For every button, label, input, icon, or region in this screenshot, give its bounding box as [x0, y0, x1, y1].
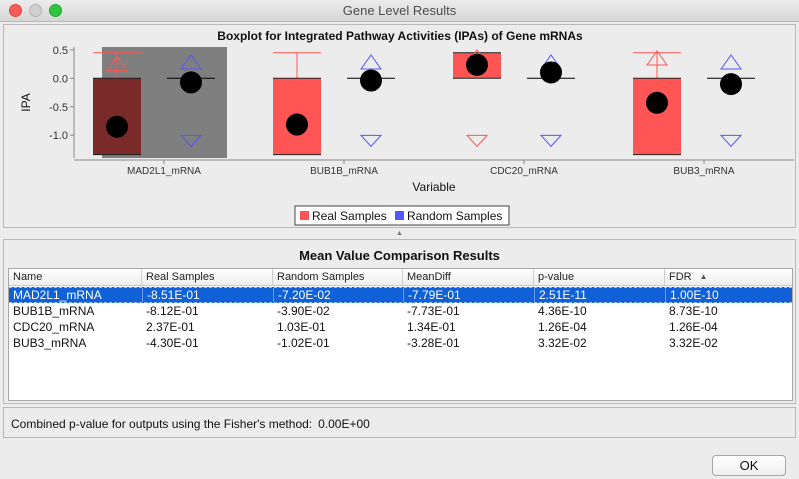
table-cell-pvalue: 4.36E-10 — [538, 304, 587, 318]
table-cell-meandiff: -3.28E-01 — [407, 336, 460, 350]
table-cell-name: BUB3_mRNA — [13, 336, 87, 350]
random-mean-point — [540, 61, 562, 84]
table-row[interactable]: BUB3_mRNA -4.30E-01 -1.02E-01 -3.28E-01 3.32… — [9, 335, 792, 351]
random-max-marker — [180, 54, 202, 70]
results-table[interactable]: Name Real Samples Random Samples MeanDif… — [8, 268, 793, 401]
table-header: Name Real Samples Random Samples MeanDif… — [9, 269, 792, 286]
sort-ascending-icon: ▲ — [699, 272, 708, 281]
column-header-real-samples[interactable]: Real Samples — [142, 269, 273, 286]
results-panel: Mean Value Comparison Results Name Real … — [3, 239, 796, 404]
real-mean-point — [466, 53, 488, 76]
x-tick-label: MAD2L1_mRNA — [127, 166, 201, 177]
fisher-panel: Combined p-value for outputs using the F… — [3, 407, 796, 438]
table-row[interactable]: MAD2L1_mRNA -8.51E-01 -7.20E-02 -7.79E-01 2.… — [9, 287, 792, 303]
x-axis-label: Variable — [412, 180, 455, 194]
random-min-marker — [539, 134, 563, 148]
table-cell-fdr: 1.26E-04 — [669, 320, 718, 334]
y-tick-label: 0.5 — [53, 45, 68, 57]
legend-swatch-real — [300, 211, 309, 220]
real-mean-point — [646, 91, 668, 114]
results-title: Mean Value Comparison Results — [299, 248, 500, 263]
real-mean-point — [286, 113, 308, 136]
table-cell-fdr: 8.73E-10 — [669, 304, 718, 318]
splitter-grip-icon: ▲ — [396, 230, 403, 237]
table-cell-real: 2.37E-01 — [146, 320, 195, 334]
minimize-window-button[interactable] — [29, 4, 42, 17]
chart-title: Boxplot for Integrated Pathway Activitie… — [217, 29, 583, 43]
random-min-marker — [359, 134, 383, 148]
panel-splitter[interactable]: ▲ — [3, 229, 796, 238]
column-header-random-samples[interactable]: Random Samples — [273, 269, 403, 286]
boxplot-panel: Boxplot for Integrated Pathway Activitie… — [3, 24, 796, 228]
table-cell-meandiff: 1.34E-01 — [407, 320, 456, 334]
random-mean-point — [180, 71, 202, 94]
table-cell-name: CDC20_mRNA — [13, 320, 95, 334]
column-header-fdr[interactable]: FDR ▲ — [669, 271, 708, 283]
legend-label-real: Real Samples — [312, 209, 387, 223]
close-window-button[interactable] — [9, 4, 22, 17]
real-max-marker — [646, 50, 668, 66]
table-cell-pvalue: 2.51E-11 — [534, 288, 587, 302]
table-cell-random: -3.90E-02 — [277, 304, 330, 318]
table-cell-meandiff: -7.79E-01 — [403, 288, 461, 302]
table-cell-fdr: 1.00E-10 — [665, 288, 719, 302]
y-tick-label: 0.0 — [53, 73, 68, 85]
table-cell-name: BUB1B_mRNA — [13, 304, 95, 318]
table-cell-pvalue: 3.32E-02 — [538, 336, 587, 350]
title-bar: Gene Level Results — [0, 0, 799, 22]
real-mean-point — [106, 115, 128, 138]
legend-label-random: Random Samples — [407, 209, 502, 223]
table-cell-real: -8.12E-01 — [146, 304, 199, 318]
table-row[interactable]: CDC20_mRNA 2.37E-01 1.03E-01 1.34E-01 1.26E-… — [9, 319, 792, 335]
table-cell-name: MAD2L1_mRNA — [13, 288, 102, 302]
random-min-marker — [179, 134, 203, 148]
random-min-marker — [719, 134, 743, 148]
y-tick-label: -0.5 — [49, 102, 68, 114]
table-cell-random: 1.03E-01 — [277, 320, 326, 334]
table-cell-random: -1.02E-01 — [277, 336, 330, 350]
table-cell-meandiff: -7.73E-01 — [407, 304, 460, 318]
random-max-marker — [360, 54, 382, 70]
boxplot-chart: Boxplot for Integrated Pathway Activitie… — [19, 29, 794, 226]
y-tick-label: -1.0 — [49, 130, 68, 142]
maximize-window-button[interactable] — [49, 4, 62, 17]
table-cell-real: -4.30E-01 — [146, 336, 199, 350]
table-cell-random: -7.20E-02 — [273, 288, 331, 302]
table-row[interactable]: BUB1B_mRNA -8.12E-01 -3.90E-02 -7.73E-01 4.3… — [9, 303, 792, 319]
table-cell-fdr: 3.32E-02 — [669, 336, 718, 350]
x-tick-label: CDC20_mRNA — [490, 166, 558, 177]
x-tick-label: BUB1B_mRNA — [310, 166, 378, 177]
column-header-name[interactable]: Name — [9, 269, 142, 286]
x-tick-label: BUB3_mRNA — [673, 166, 734, 177]
column-header-p-value[interactable]: p-value — [534, 269, 665, 286]
table-cell-pvalue: 1.26E-04 — [538, 320, 587, 334]
real-max-marker — [106, 55, 128, 72]
real-min-marker — [465, 134, 489, 148]
fisher-value: 0.00E+00 — [318, 417, 370, 431]
window-title: Gene Level Results — [342, 3, 457, 18]
y-axis-label: IPA — [19, 93, 33, 111]
ok-button[interactable]: OK — [712, 455, 786, 476]
legend-swatch-random — [395, 211, 404, 220]
table-cell-real: -8.51E-01 — [142, 288, 200, 302]
column-header-meandiff[interactable]: MeanDiff — [403, 269, 534, 286]
random-mean-point — [720, 73, 742, 96]
random-max-marker — [720, 54, 742, 70]
real-box — [633, 78, 681, 155]
fisher-label: Combined p-value for outputs using the F… — [11, 417, 313, 431]
random-mean-point — [360, 69, 382, 92]
